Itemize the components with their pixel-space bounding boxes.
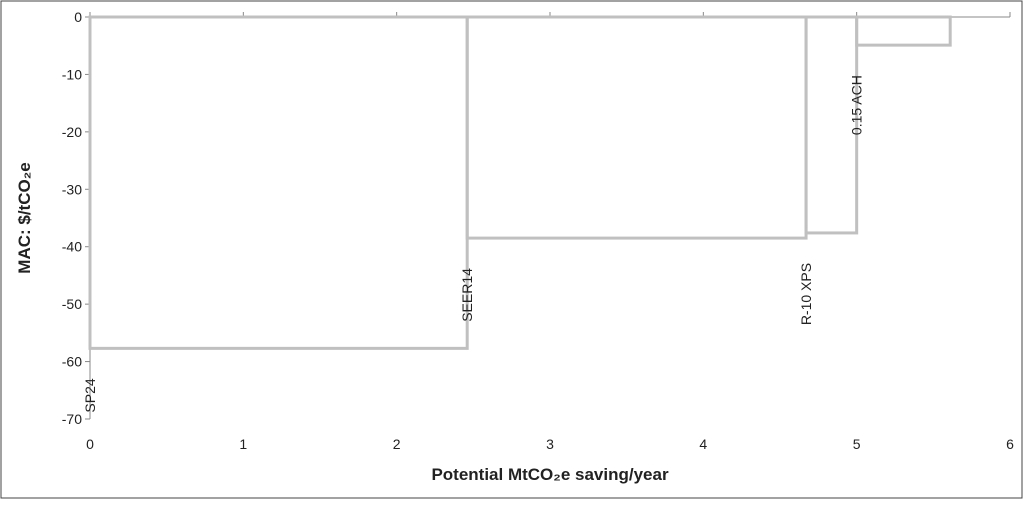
bar-label: SP24 [82,378,98,412]
y-tick-label: -20 [62,124,82,140]
x-tick-label: 6 [1006,436,1014,452]
x-tick-label: 0 [86,436,94,452]
x-axis-label: Potential MtCO₂e saving/year [431,465,669,484]
bar-label: 0.15 ACH [849,75,865,135]
y-axis-label: MAC: $/tCO₂e [15,162,34,273]
y-tick-label: 0 [74,9,82,25]
x-tick-label: 1 [239,436,247,452]
bar-label: SEER14 [459,268,475,322]
y-tick-label: -60 [62,354,82,370]
bar [804,15,859,235]
y-tick-label: -40 [62,239,82,255]
x-tick-label: 3 [546,436,554,452]
y-tick-label: -30 [62,181,82,197]
bar-label: R-10 XPS [798,263,814,325]
x-tick-label: 4 [699,436,707,452]
y-tick-label: -50 [62,296,82,312]
bar [855,15,952,47]
y-tick-label: -10 [62,66,82,82]
x-tick-label: 2 [393,436,401,452]
x-tick-label: 5 [853,436,861,452]
y-tick-label: -70 [62,411,82,427]
